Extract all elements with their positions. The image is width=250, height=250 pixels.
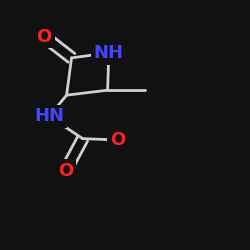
Text: O: O xyxy=(110,131,125,149)
Text: NH: NH xyxy=(94,44,124,62)
Text: O: O xyxy=(36,28,52,46)
Text: HN: HN xyxy=(34,107,64,125)
Text: O: O xyxy=(58,162,73,180)
